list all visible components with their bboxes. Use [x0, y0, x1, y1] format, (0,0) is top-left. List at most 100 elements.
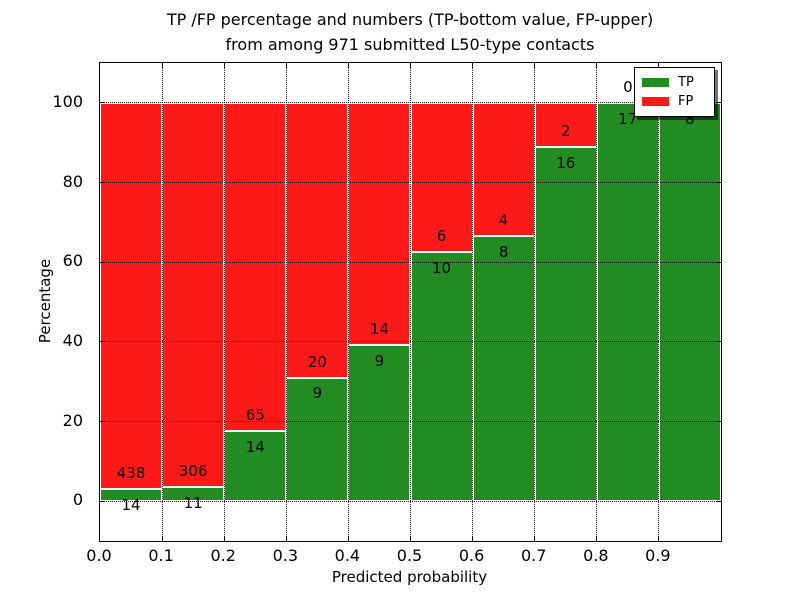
bar-count-label-fp: 65 — [245, 405, 265, 424]
bar-segment-fp — [410, 102, 473, 253]
tick-mark — [410, 63, 411, 68]
bar-count-label-fp: 306 — [178, 462, 208, 481]
tick-mark — [347, 536, 349, 541]
bar-count-label-tp: 10 — [432, 259, 452, 278]
tick-mark — [716, 102, 721, 104]
bar-segment-tp — [658, 102, 721, 502]
tick-mark — [716, 421, 721, 422]
tick-mark — [223, 536, 225, 541]
legend-entry-tp: TP — [642, 73, 708, 92]
tick-mark — [716, 500, 721, 502]
bar-count-label-tp: 11 — [183, 494, 203, 513]
tick-mark — [716, 261, 721, 263]
bar-count-label-tp: 14 — [121, 495, 141, 514]
tick-mark — [100, 421, 105, 422]
legend-label-tp: TP — [678, 75, 694, 90]
x-tick-label: 0.0 — [86, 546, 112, 565]
tick-mark — [100, 182, 105, 183]
tick-mark — [716, 182, 721, 183]
bar-segment-tp — [410, 252, 473, 502]
bar-count-label-fp: 438 — [116, 463, 146, 482]
tick-mark — [534, 536, 536, 541]
bar-segment-fp — [224, 102, 287, 431]
gridline-vertical — [658, 63, 660, 541]
tick-mark — [472, 63, 474, 68]
x-tick-label: 0.5 — [396, 546, 423, 565]
bar-segment-tp — [224, 430, 287, 502]
bar-count-label-fp: 4 — [498, 210, 509, 229]
gridline-horizontal — [100, 261, 721, 263]
bar-count-label-tp: 9 — [312, 384, 323, 403]
tick-mark — [658, 63, 660, 68]
bar-segment-tp — [100, 488, 163, 502]
bar-segment-fp — [348, 102, 411, 346]
tick-mark — [161, 63, 163, 68]
tick-mark — [285, 536, 287, 541]
chart-title-line1: TP /FP percentage and numbers (TP-bottom… — [166, 10, 654, 29]
tick-mark — [658, 536, 660, 541]
gridline-vertical — [596, 63, 598, 541]
bar-segment-tp — [286, 377, 349, 502]
bar-segment-fp — [472, 102, 535, 236]
tick-mark — [534, 63, 536, 68]
tick-mark — [100, 341, 105, 343]
gridline-vertical — [285, 63, 287, 541]
tick-mark — [223, 63, 225, 68]
bar-count-label-tp: 9 — [374, 352, 385, 371]
x-tick-label: 0.4 — [334, 546, 361, 565]
y-tick-label: 80 — [62, 171, 83, 191]
x-tick-label: 0.8 — [583, 546, 609, 565]
bar-segment-fp — [100, 102, 163, 489]
tick-mark — [100, 102, 105, 104]
y-tick-label: 60 — [62, 251, 83, 271]
bar-segment-fp — [534, 102, 597, 148]
x-tick-label: 0.1 — [148, 546, 174, 565]
legend-label-fp: FP — [678, 94, 694, 109]
tick-mark — [596, 536, 598, 541]
bar-count-label-fp: 0 — [623, 77, 633, 96]
gridline-horizontal — [100, 341, 721, 343]
plot-area: 144381130614659209141068416217080 TP FP — [99, 62, 722, 542]
bar-segment-tp — [534, 147, 597, 502]
tick-mark — [347, 63, 349, 68]
legend: TP FP — [634, 67, 715, 117]
bar-count-label-fp: 6 — [436, 227, 447, 246]
x-tick-label: 0.7 — [520, 546, 547, 565]
tick-mark — [285, 63, 287, 68]
gridline-vertical — [472, 63, 474, 541]
x-tick-label: 0.2 — [210, 546, 236, 565]
bar-segment-tp — [348, 345, 411, 502]
bar-count-label-tp: 14 — [245, 437, 265, 456]
bar-count-label-tp: 8 — [498, 242, 509, 261]
bar-count-label-fp: 14 — [369, 320, 389, 339]
legend-swatch-tp — [642, 78, 669, 87]
gridline-vertical — [410, 63, 411, 541]
legend-entry-fp: FP — [642, 92, 708, 111]
x-tick-label: 0.3 — [272, 546, 299, 565]
chart-title-line2: from among 971 submitted L50-type contac… — [225, 35, 595, 54]
x-axis-label: Predicted probability — [331, 568, 488, 586]
x-tick-label: 0.9 — [645, 546, 671, 565]
bar-count-label-fp: 2 — [560, 122, 571, 141]
tick-mark — [410, 536, 411, 541]
y-tick-label: 20 — [62, 410, 83, 430]
gridline-horizontal — [100, 102, 721, 104]
gridline-vertical — [223, 63, 225, 541]
y-tick-label: 100 — [52, 91, 83, 111]
bar-count-label-tp: 8 — [685, 109, 695, 128]
y-tick-label: 40 — [62, 330, 83, 350]
tick-mark — [161, 536, 163, 541]
tick-mark — [100, 261, 105, 263]
bar-count-label-tp: 17 — [618, 109, 638, 128]
bar-segment-tp — [472, 235, 535, 502]
tick-mark — [100, 500, 105, 502]
bar-count-label-fp: 20 — [307, 352, 327, 371]
bar-segment-fp — [162, 102, 225, 488]
bar-segment-tp — [596, 102, 659, 502]
gridline-horizontal — [100, 182, 721, 183]
gridline-vertical — [534, 63, 536, 541]
gridline-horizontal — [100, 500, 721, 502]
chart-title: TP /FP percentage and numbers (TP-bottom… — [99, 7, 721, 57]
gridline-horizontal — [100, 421, 721, 422]
